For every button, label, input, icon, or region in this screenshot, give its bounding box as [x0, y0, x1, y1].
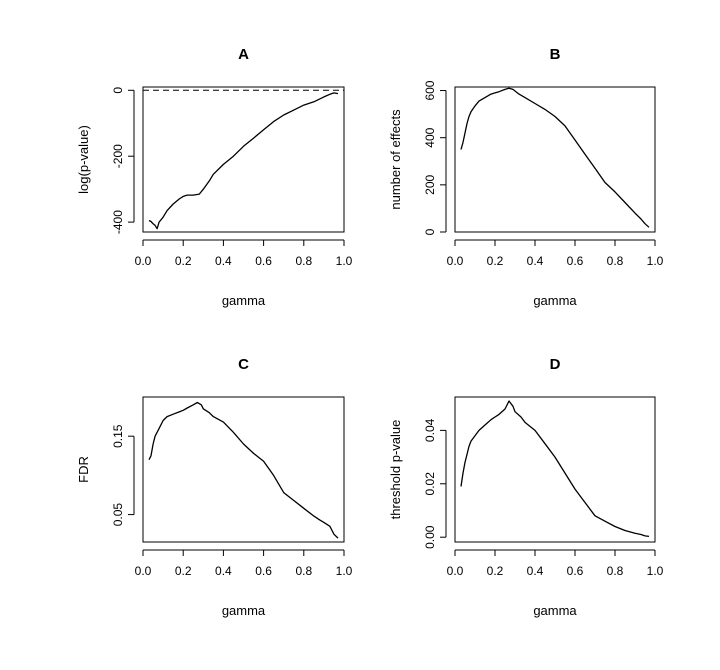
chart-panel-a: A 0.0 0.2 0.4 0.6 0.8 1.0 0 -200 -400 gamma log(p-v… — [76, 46, 353, 308]
x-axis-label: gamma — [533, 293, 577, 308]
y-tick-label: 0 — [423, 228, 437, 235]
series-line — [148, 401, 339, 539]
x-tick-label: 1.0 — [647, 254, 664, 268]
series-line — [460, 87, 650, 228]
x-tick-label: 0.2 — [487, 564, 504, 578]
x-tick-label: 0.6 — [567, 564, 584, 578]
plot-frame — [142, 396, 345, 543]
y-axis-label: threshold p-value — [388, 420, 403, 520]
plot-frame — [454, 396, 656, 543]
plot-frame — [142, 86, 345, 233]
chart-panel-b: B 0.0 0.2 0.4 0.6 0.8 1.0 0 200 400 600 gamma number… — [388, 46, 664, 308]
x-tick-label: 0.6 — [255, 564, 272, 578]
chart-panel-d: D 0.0 0.2 0.4 0.6 0.8 1.0 0.00 0.02 0.04 gamma thre… — [388, 356, 664, 618]
x-tick-label: 0.0 — [135, 254, 152, 268]
series-line — [148, 92, 339, 230]
y-tick-label: -200 — [111, 144, 125, 168]
y-tick-label: 0.05 — [111, 503, 125, 527]
x-tick-label: 0.2 — [175, 254, 192, 268]
x-tick-label: 0.4 — [527, 564, 544, 578]
y-tick-label: 0.15 — [111, 424, 125, 448]
chart-panel-c: C 0.0 0.2 0.4 0.6 0.8 1.0 0.05 0.15 gamma FDR — [76, 356, 353, 618]
x-tick-label: 1.0 — [336, 564, 353, 578]
panel-title: A — [238, 46, 249, 63]
y-tick-label: 200 — [423, 175, 437, 195]
x-tick-label: 0.8 — [295, 564, 312, 578]
x-tick-label: 0.0 — [447, 254, 464, 268]
x-tick-label: 0.8 — [607, 254, 624, 268]
x-axis-label: gamma — [222, 603, 266, 618]
x-tick-label: 1.0 — [647, 564, 664, 578]
x-tick-label: 0.4 — [215, 254, 232, 268]
y-tick-label: 600 — [423, 80, 437, 100]
x-axis-label: gamma — [222, 293, 266, 308]
panel-title: C — [238, 356, 249, 373]
x-tick-label: 1.0 — [336, 254, 353, 268]
y-tick-label: -400 — [111, 210, 125, 234]
x-tick-label: 0.0 — [135, 564, 152, 578]
panel-title: B — [550, 46, 561, 63]
y-tick-label: 0 — [111, 87, 125, 94]
x-tick-label: 0.2 — [487, 254, 504, 268]
plot-frame — [454, 86, 656, 233]
x-tick-label: 0.8 — [607, 564, 624, 578]
y-axis-label: log(p-value) — [76, 125, 91, 194]
series-line — [460, 400, 650, 538]
x-tick-label: 0.4 — [215, 564, 232, 578]
x-tick-label: 0.2 — [175, 564, 192, 578]
x-tick-label: 0.0 — [447, 564, 464, 578]
y-axis-label: FDR — [76, 456, 91, 483]
x-axis-label: gamma — [533, 603, 577, 618]
x-tick-label: 0.4 — [527, 254, 544, 268]
x-tick-label: 0.8 — [295, 254, 312, 268]
panel-title: D — [550, 356, 561, 373]
x-tick-label: 0.6 — [255, 254, 272, 268]
y-tick-label: 0.02 — [423, 472, 437, 496]
y-tick-label: 0.04 — [423, 418, 437, 442]
y-axis-label: number of effects — [388, 109, 403, 210]
y-tick-label: 400 — [423, 127, 437, 147]
x-tick-label: 0.6 — [567, 254, 584, 268]
y-tick-label: 0.00 — [423, 525, 437, 549]
